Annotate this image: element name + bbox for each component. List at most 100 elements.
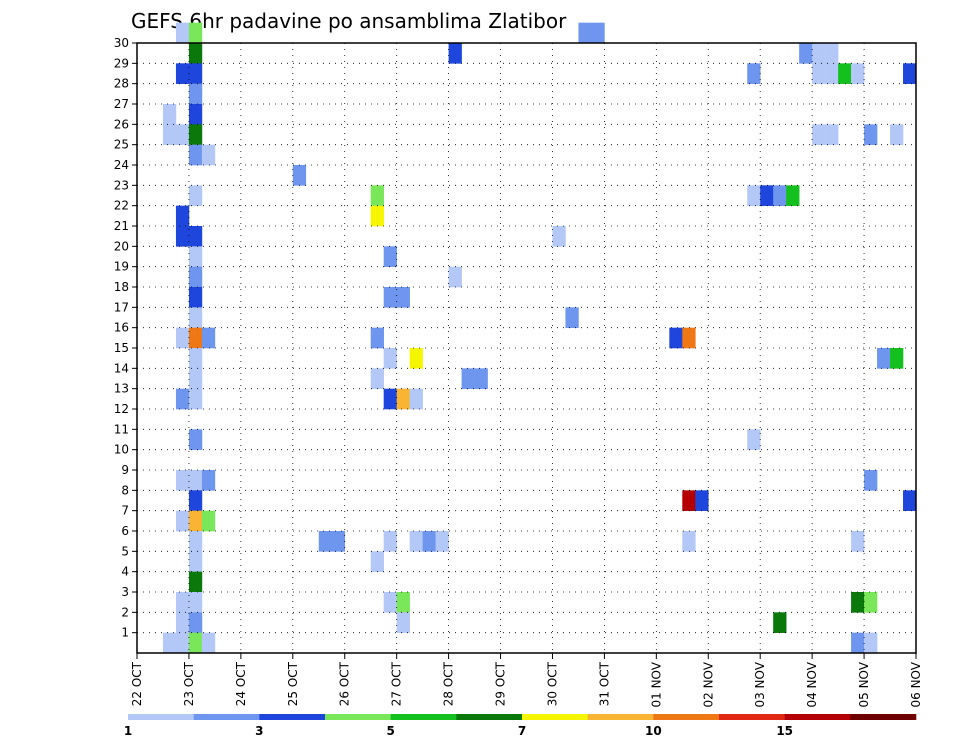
- y-tick-label: 13: [114, 382, 129, 396]
- heatmap-cell: [825, 63, 839, 84]
- color-scale-segment: [325, 714, 391, 720]
- heatmap-cell: [201, 510, 216, 532]
- y-tick-label: 5: [121, 544, 129, 558]
- x-tick-label: 25 OCT: [286, 661, 300, 706]
- heatmap-cell: [448, 43, 462, 64]
- heatmap-cell: [825, 43, 839, 64]
- heatmap-cell: [851, 632, 865, 654]
- heatmap-cell: [760, 185, 774, 206]
- heatmap-cell: [773, 185, 787, 206]
- heatmap-cell: [903, 63, 917, 84]
- heatmap-cell: [864, 470, 878, 491]
- color-scale-label: 10: [645, 724, 662, 738]
- x-tick-label: 29 OCT: [494, 661, 508, 706]
- heatmap-cell: [890, 124, 904, 145]
- x-tick-label: 30 OCT: [545, 661, 559, 706]
- heatmap-cell: [188, 429, 203, 450]
- heatmap-cell: [318, 531, 333, 552]
- heatmap-cell: [188, 144, 203, 166]
- heatmap-cell: [201, 632, 216, 654]
- x-tick-label: 23 OCT: [182, 661, 196, 706]
- heatmap-cell: [188, 104, 203, 125]
- heatmap-cell: [331, 531, 346, 552]
- heatmap-cell: [422, 531, 436, 552]
- color-scale-segment: [653, 714, 720, 720]
- y-tick-label: 29: [114, 56, 129, 70]
- x-tick-label: 06 NOV: [909, 661, 923, 707]
- heatmap-cell: [188, 226, 203, 247]
- heatmap-cell: [175, 388, 190, 410]
- heatmap-cell: [669, 327, 683, 349]
- color-scale-segment: [456, 714, 523, 720]
- heatmap-cell: [175, 510, 190, 532]
- heatmap-cell: [396, 592, 410, 613]
- x-tick-label: 31 OCT: [597, 661, 611, 706]
- heatmap-cell: [370, 368, 384, 389]
- heatmap-cell: [188, 612, 203, 633]
- x-tick-label: 28 OCT: [442, 661, 456, 706]
- heatmap-cell: [188, 124, 203, 145]
- heatmap-cell: [851, 531, 865, 552]
- y-tick-label: 1: [121, 626, 129, 640]
- x-tick-label: 02 NOV: [701, 661, 715, 707]
- grid: [137, 43, 916, 653]
- heatmap-cell: [188, 307, 203, 328]
- heatmap-cell: [851, 592, 865, 613]
- heatmap-cell: [188, 22, 203, 44]
- y-tick-label: 9: [121, 463, 129, 477]
- heatmap-cell: [188, 510, 203, 532]
- heatmap-cell: [188, 83, 203, 105]
- color-scale-bar: 1 3 5 7 10 15: [124, 714, 917, 738]
- heatmap-cell: [864, 592, 878, 613]
- heatmap-cell: [578, 22, 592, 44]
- y-tick-label: 18: [114, 280, 129, 294]
- heatmap-cell: [812, 63, 826, 84]
- heatmap-cell: [435, 531, 449, 552]
- heatmap-cell: [188, 470, 203, 491]
- color-scale-label: 1: [124, 724, 132, 738]
- color-scale-segment: [128, 714, 194, 720]
- y-tick-label: 2: [121, 605, 129, 619]
- heatmap-cell: [370, 185, 384, 206]
- heatmap-cell: [812, 124, 826, 145]
- heatmap-cell: [448, 266, 462, 288]
- heatmap-cell: [799, 43, 813, 64]
- heatmap-cell: [682, 531, 696, 552]
- heatmap-cell: [162, 104, 177, 125]
- color-scale-label: 7: [518, 724, 526, 738]
- heatmap-cell: [188, 531, 203, 552]
- heatmap-cell: [188, 368, 203, 389]
- heatmap-cell: [565, 307, 579, 328]
- heatmap-cell: [409, 531, 423, 552]
- heatmap-cell: [188, 592, 203, 613]
- heatmap-cell: [162, 124, 177, 145]
- heatmap-cell: [890, 348, 904, 369]
- y-tick-label: 16: [114, 321, 129, 335]
- heatmap-cell: [838, 63, 852, 84]
- x-tick-label: 01 NOV: [649, 661, 663, 707]
- x-tick-label: 26 OCT: [338, 661, 352, 706]
- heatmap-cell: [903, 490, 917, 511]
- x-tick-label: 04 NOV: [805, 661, 819, 707]
- heatmap-cell: [188, 246, 203, 267]
- color-scale-label: 3: [255, 724, 263, 738]
- heatmap-cell: [591, 22, 605, 44]
- heatmap-cell: [201, 470, 216, 491]
- color-scale-segment: [587, 714, 654, 720]
- heatmap-cell: [396, 287, 410, 308]
- x-tick-label: 22 OCT: [130, 661, 144, 706]
- heatmap-cell: [747, 63, 761, 84]
- y-tick-label: 10: [114, 443, 129, 457]
- heatmap-cell: [370, 205, 384, 227]
- y-tick-label: 11: [114, 422, 129, 436]
- color-scale-segment: [784, 714, 851, 720]
- heatmap-cell: [695, 490, 709, 511]
- heatmap-cell: [396, 388, 410, 410]
- heatmap-cell: [175, 63, 190, 84]
- heatmap-cell: [682, 490, 696, 511]
- heatmap-cell: [175, 470, 190, 491]
- heatmap-cell: [461, 368, 475, 389]
- y-tick-label: 23: [114, 178, 129, 192]
- x-tick-label: 24 OCT: [234, 661, 248, 706]
